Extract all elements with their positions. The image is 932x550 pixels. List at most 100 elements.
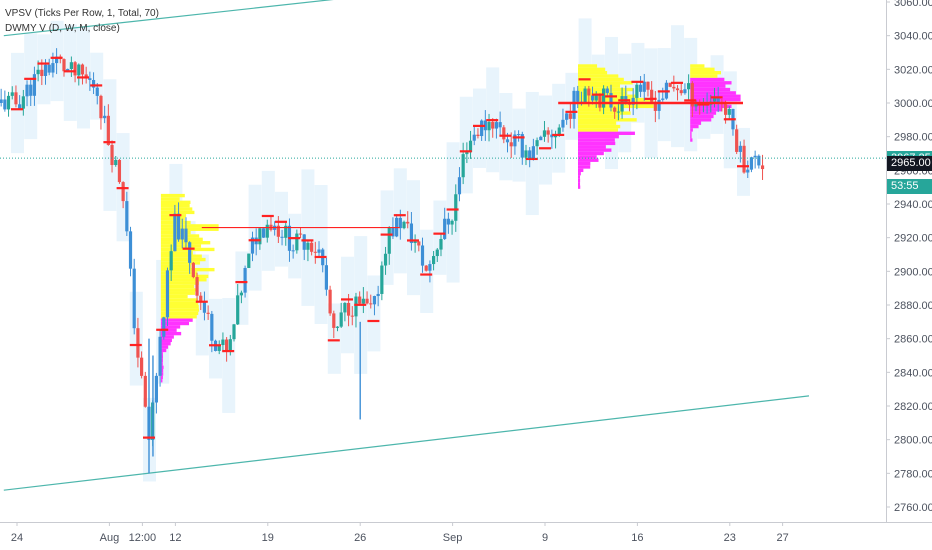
candle-body [383,253,388,266]
volume-profile-bar [160,352,163,356]
volume-profile-bar [578,134,619,139]
volume-profile-bar [578,118,637,122]
candle-body [77,64,81,76]
x-tick-label: 24 [11,532,23,544]
volume-profile-bar [690,87,731,92]
candle-body [487,122,491,131]
candle-body [431,256,436,265]
candle-body [723,104,728,115]
volume-profile-bar [160,331,182,336]
candle-body [354,296,358,317]
candle-body [369,303,373,305]
y-tick-label: 2760.00 [894,502,932,514]
value-area-block [539,95,552,185]
volume-profile-bar [160,362,163,366]
candle-body [55,56,59,64]
candle-body [0,99,3,103]
candle-body [760,165,765,170]
volume-profile-bar [578,128,619,132]
candle-body [583,88,587,102]
candle-body [291,250,295,252]
candle-body [642,81,646,92]
volume-profile-bar [160,365,164,369]
volume-profile-bar [160,345,169,349]
y-tick-label: 2820.00 [894,401,932,413]
candle-body [391,227,395,237]
candle-body [350,315,354,317]
candle-body [3,99,7,110]
candle-body [169,251,173,271]
volume-profile-bar [690,67,715,72]
candle-body [372,296,377,305]
candle-body [616,111,620,113]
candle-body [136,328,140,358]
value-area-block [301,169,315,306]
candle-body [661,98,665,100]
candle-body [313,251,317,253]
x-tick-label: 12:00 [129,532,157,544]
candle-body [406,221,410,224]
volume-profile-bar [690,108,722,112]
candle-body [524,150,528,158]
candle-body [446,218,450,225]
candle-body [502,127,506,140]
volume-profile-bar [578,114,621,119]
legend-vpsv[interactable]: VPSV (Ticks Per Row, 1, Total, 70) [5,8,159,19]
candle-body [498,122,502,128]
candle-body [210,313,214,341]
candle-body [298,233,303,235]
volume-profile-bar [160,193,185,198]
candle-body [613,107,617,112]
candle-body [21,96,25,109]
value-area-block [288,213,302,279]
volume-profile-bar [160,224,219,228]
candle-body [184,228,188,243]
y-tick-label: 2980.00 [894,132,932,144]
legend-dwmy[interactable]: DWMY V (D, W, M, close) [5,23,120,34]
volume-profile-bar [160,328,177,332]
candle-body [121,182,125,202]
candle-body [228,339,232,351]
candle-body [261,228,266,238]
volume-profile-bar [160,267,215,272]
candle-body [302,234,306,250]
candle-body [402,221,406,229]
candle-body [609,93,613,108]
value-area-block [314,185,328,324]
trend-channel-line-1 [3,0,334,37]
candle-body [365,298,369,304]
candle-body [435,249,439,257]
y-tick-label: 3060.00 [894,0,932,9]
candle-body [417,241,421,246]
volume-profile-bar [578,161,591,166]
candle-body [32,74,37,96]
volume-profile-bar [160,264,192,268]
value-area-block [327,303,341,374]
volume-profile-bar [578,175,581,179]
volume-profile-bar [160,284,195,289]
volume-profile-bar [160,375,163,380]
candle-body [62,59,66,72]
candle-body [162,317,166,337]
candle-body [29,84,33,96]
candle-body [565,113,569,120]
trend-channel-layer [3,0,810,491]
candle-body [690,83,694,107]
candle-body [557,127,561,136]
volume-profile-bar [160,308,200,312]
volume-profile-bar [160,291,196,295]
candle-body [553,135,558,138]
volume-profile-bar [578,104,654,109]
volume-profile-bar [578,77,624,82]
value-area-block [37,34,51,105]
value-area-block [63,24,77,121]
candle-body [310,242,314,252]
candle-body [494,122,499,129]
volume-profile-bar [160,321,190,326]
candle-body [587,88,591,96]
candle-body [450,220,454,225]
value-area-block [446,142,460,283]
volume-profile-bar [578,121,617,125]
volume-profile-bar [160,301,199,305]
